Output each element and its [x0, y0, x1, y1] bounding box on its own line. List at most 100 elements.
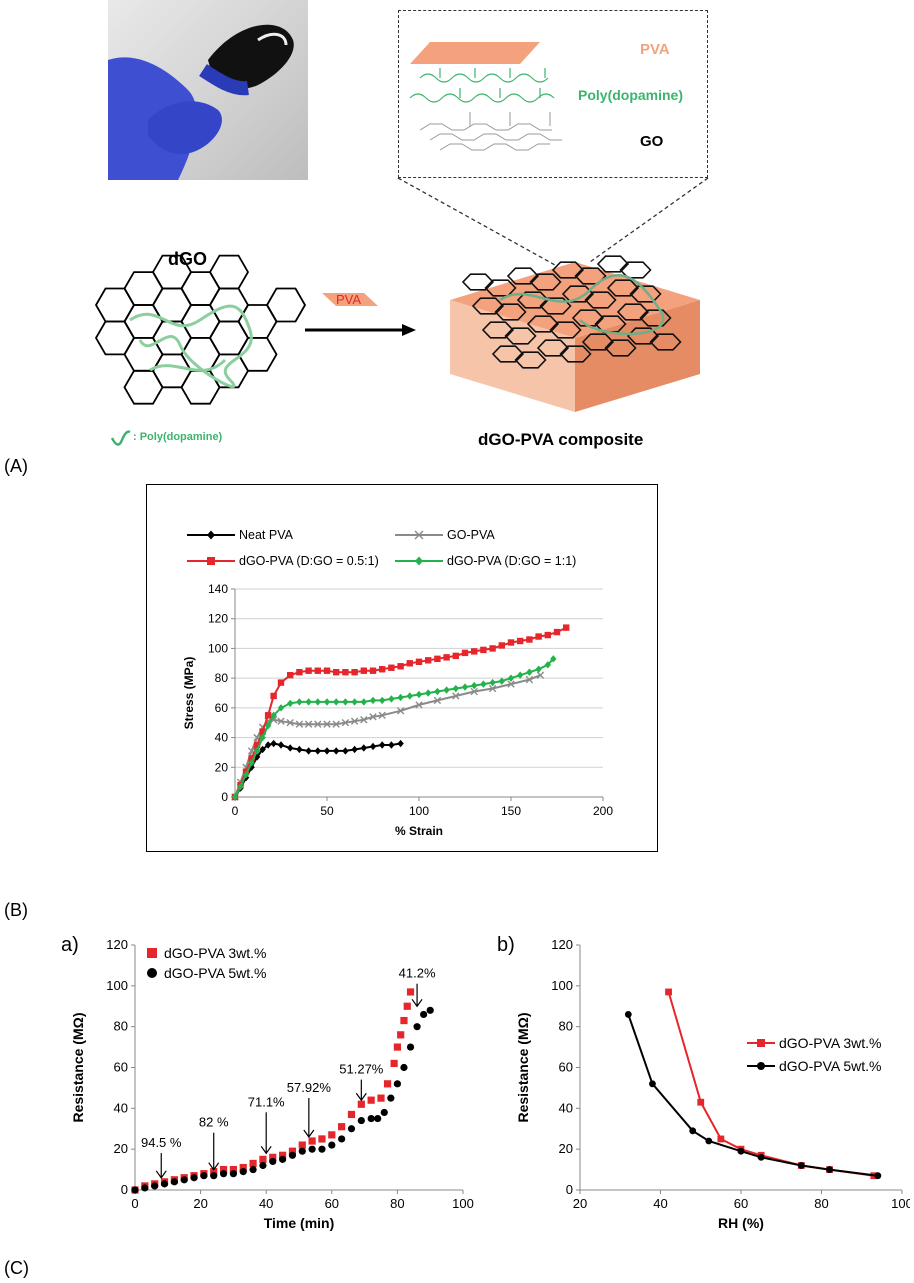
data-point: [397, 1031, 405, 1039]
data-point: [452, 684, 459, 693]
hexagon-cell: [471, 297, 505, 315]
y-tick-label: 60: [559, 1060, 573, 1075]
hexagon-cell: [619, 261, 652, 279]
data-point: [296, 669, 303, 676]
x-tick-label: 0: [131, 1196, 138, 1211]
hexagon-cell: [594, 315, 627, 333]
legend-item: dGO-PVA (D:GO = 0.5:1): [187, 554, 379, 568]
data-point: [304, 720, 313, 728]
data-point: [544, 631, 551, 639]
panel-label-b: (B): [4, 900, 28, 920]
data-point: [383, 1080, 392, 1088]
data-point: [380, 1108, 388, 1117]
data-point: [397, 693, 404, 702]
data-point: [314, 667, 321, 674]
annotation: 71.1%: [248, 1094, 285, 1155]
hexagon-cell: [571, 309, 605, 327]
data-point: [350, 717, 359, 725]
series-line: [234, 626, 567, 798]
panel-tag-a: a): [61, 934, 79, 956]
data-point: [269, 1157, 277, 1166]
series-dgo-pva-5wt-: [624, 1011, 882, 1180]
composite-label: dGO-PVA composite: [478, 430, 643, 449]
legend-item: dGO-PVA 5wt.%: [747, 1058, 881, 1074]
legend-label: Neat PVA: [239, 528, 294, 542]
data-point: [507, 680, 515, 688]
data-point: [131, 1186, 139, 1194]
zoom-line-right: [589, 177, 709, 263]
data-point: [264, 712, 272, 719]
data-point: [390, 1059, 398, 1068]
data-point: [471, 648, 478, 655]
annotation-label: 41.2%: [399, 966, 436, 981]
data-point: [351, 745, 358, 754]
y-axis-label: Resistance (MΩ): [515, 1012, 531, 1122]
zoom-inset-box: [398, 10, 708, 178]
data-point: [288, 1151, 297, 1159]
y-tick-label: 60: [114, 1060, 128, 1075]
data-point: [406, 1043, 415, 1051]
series-line: [234, 742, 401, 798]
legend-item: dGO-PVA (D:GO = 1:1): [395, 554, 576, 568]
data-point: [286, 719, 294, 727]
data-point: [415, 556, 423, 566]
hexagon-cell: [606, 279, 640, 297]
data-point: [369, 713, 377, 721]
data-point: [259, 1161, 267, 1170]
data-point-stroke: [253, 733, 261, 742]
data-point: [229, 1165, 237, 1174]
x-tick-label: 60: [325, 1196, 339, 1211]
annotation: 94.5 %: [141, 1135, 182, 1179]
x-axis-label: % Strain: [395, 824, 443, 838]
hexagon-cell: [584, 291, 617, 309]
data-point: [259, 1155, 267, 1163]
y-tick-label: 80: [559, 1019, 573, 1034]
data-point-stroke: [247, 747, 256, 755]
data-point: [333, 669, 340, 676]
hexagon-cell: [208, 254, 250, 290]
series-go-pva: [231, 671, 545, 801]
data-point-stroke: [369, 713, 377, 721]
data-point: [264, 741, 272, 749]
data-point: [388, 741, 395, 749]
data-point: [489, 678, 496, 687]
hexagon-cell: [529, 273, 562, 291]
hexagon-cell: [626, 327, 660, 345]
hexagon-cell: [516, 291, 550, 309]
data-point: [239, 1163, 247, 1172]
data-point: [415, 701, 423, 709]
x-tick-label: 150: [501, 804, 521, 818]
data-point: [689, 1127, 697, 1135]
data-point-stroke: [286, 719, 294, 727]
data-point-stroke: [488, 684, 497, 693]
data-point: [400, 1063, 408, 1072]
data-point: [210, 1168, 218, 1176]
data-point: [480, 680, 487, 688]
x-tick-label: 80: [390, 1196, 404, 1211]
data-point: [488, 684, 497, 693]
data-point: [277, 741, 285, 749]
data-point: [434, 687, 441, 696]
chart-b-svg: 0 20 40 60 80 100 120 140 0 50 100 150 200 % Strain St…: [182, 528, 613, 838]
data-point: [338, 1135, 346, 1143]
data-point: [415, 690, 423, 699]
data-point: [433, 696, 442, 705]
data-point: [287, 699, 294, 708]
data-point: [737, 1147, 745, 1155]
series-line: [234, 674, 541, 798]
chart-c-a-svg: 0 20 40 60 80 100 120 0 20 40 60 80 100 Time (min) Res…: [61, 934, 474, 1231]
data-point: [387, 1094, 395, 1102]
hexagon-cell: [551, 261, 585, 279]
data-point: [443, 686, 450, 694]
data-point: [314, 698, 321, 706]
data-point: [318, 1145, 326, 1153]
data-point: [388, 695, 395, 703]
hexagon-cell: [504, 327, 537, 345]
data-point: [535, 665, 542, 673]
data-point: [665, 988, 672, 996]
data-point: [170, 1178, 178, 1186]
data-point: [151, 1182, 159, 1190]
annotation-arrowhead: [208, 1162, 220, 1171]
data-point: [279, 1155, 287, 1163]
annotation-arrowhead: [260, 1145, 272, 1155]
